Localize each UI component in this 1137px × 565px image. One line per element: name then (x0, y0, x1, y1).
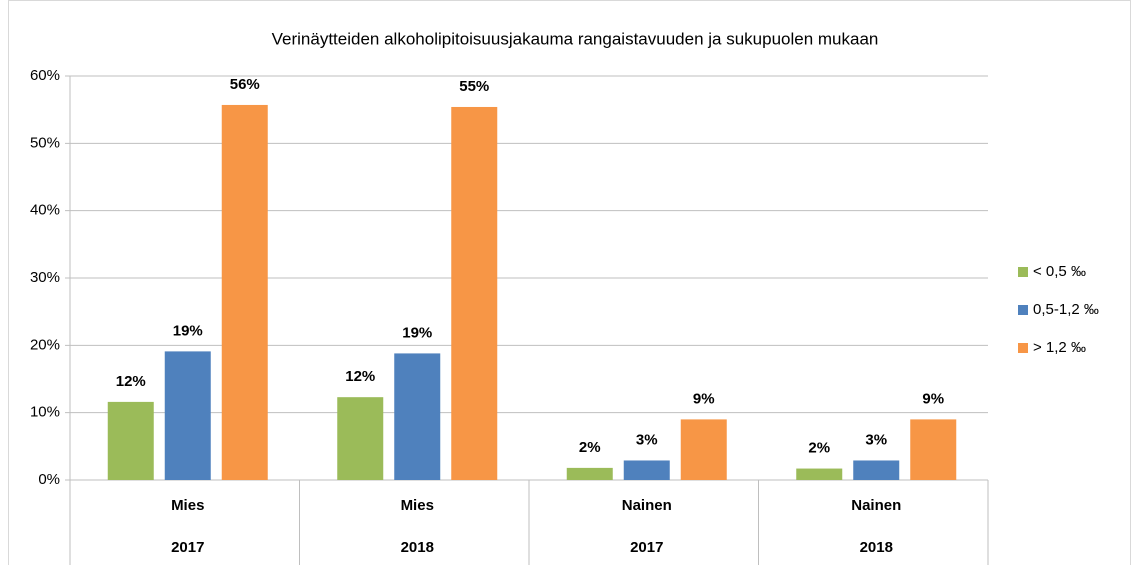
bar (107, 401, 154, 480)
legend-swatch (1018, 267, 1028, 277)
legend-swatch (1018, 305, 1028, 315)
y-tick-label: 50% (30, 134, 60, 151)
x-tick-sublabel: 2018 (860, 539, 893, 556)
data-label: 2% (579, 439, 601, 456)
legend-swatch (1018, 343, 1028, 353)
x-tick-label: Mies (401, 497, 434, 514)
legend-label: < 0,5 ‰ (1033, 263, 1086, 280)
legend-label: 0,5-1,2 ‰ (1033, 301, 1099, 318)
data-label: 55% (459, 78, 489, 95)
x-tick-label: Nainen (622, 497, 672, 514)
bar (394, 353, 441, 480)
chart-title: Verinäytteiden alkoholipitoisuusjakauma … (272, 29, 879, 48)
bar (680, 419, 727, 480)
data-label: 12% (116, 373, 146, 390)
y-tick-label: 0% (38, 471, 60, 488)
data-label: 56% (230, 76, 260, 93)
chart-border (8, 0, 1131, 565)
data-label: 12% (345, 368, 375, 385)
bar (623, 460, 670, 480)
y-tick-label: 30% (30, 269, 60, 286)
data-label: 19% (402, 324, 432, 341)
bar (566, 467, 613, 480)
bar (221, 104, 268, 480)
data-label: 3% (865, 431, 887, 448)
data-label: 2% (808, 440, 830, 457)
data-label: 19% (173, 322, 203, 339)
x-tick-sublabel: 2017 (171, 539, 204, 556)
x-tick-sublabel: 2017 (630, 539, 663, 556)
y-tick-label: 40% (30, 202, 60, 219)
data-label: 3% (636, 431, 658, 448)
y-tick-label: 20% (30, 336, 60, 353)
y-tick-label: 10% (30, 404, 60, 421)
y-tick-label: 60% (30, 67, 60, 84)
bar (796, 468, 843, 480)
data-label: 9% (922, 390, 944, 407)
data-label: 9% (693, 390, 715, 407)
x-tick-label: Nainen (851, 497, 901, 514)
bar (910, 419, 957, 480)
x-tick-label: Mies (171, 497, 204, 514)
x-tick-sublabel: 2018 (401, 539, 434, 556)
legend-label: > 1,2 ‰ (1033, 339, 1086, 356)
bar (853, 460, 900, 480)
bar (451, 106, 498, 481)
bar (164, 351, 211, 480)
bar (337, 397, 384, 480)
